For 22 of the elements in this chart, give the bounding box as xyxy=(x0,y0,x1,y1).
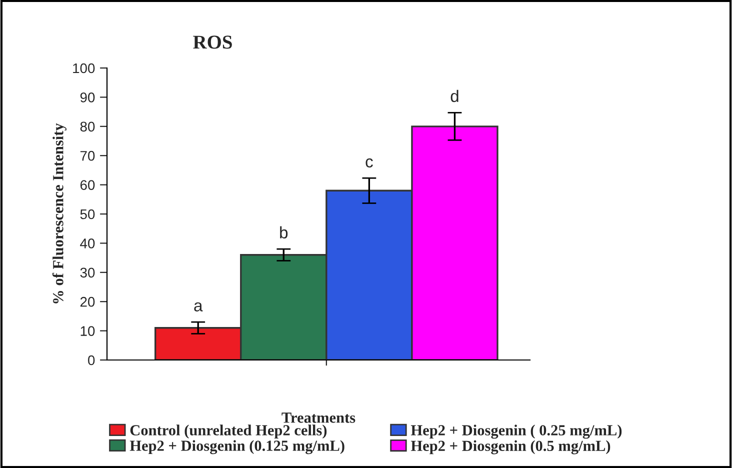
data-label: d xyxy=(450,90,458,102)
y-tick-label: 20 xyxy=(80,296,95,307)
legend-label: Hep2 + Diosgenin (0.125 mg/mL) xyxy=(130,440,344,454)
y-tick-label: 10 xyxy=(80,326,95,336)
y-axis-title: % of Fluorescence Intensity xyxy=(52,123,66,304)
legend-label: Control (unrelated Hep2 cells) xyxy=(130,424,327,439)
y-tick-label: 0 xyxy=(88,355,95,366)
y-tick-label: 70 xyxy=(80,150,95,161)
legend-label: Hep2 + Diosgenin ( 0.25 mg/mL) xyxy=(410,424,622,439)
y-tick-label: 60 xyxy=(80,180,95,190)
y-tick-label: 30 xyxy=(80,268,95,278)
y-tick-label: 100 xyxy=(73,63,95,74)
x-axis-title: Treatments xyxy=(282,412,356,423)
data-label: a xyxy=(194,302,203,312)
data-label: b xyxy=(280,226,288,238)
chart-title: ROS xyxy=(193,36,232,49)
y-tick-label: 90 xyxy=(80,92,95,102)
data-label: c xyxy=(366,158,373,168)
y-tick-label: 40 xyxy=(80,238,95,248)
y-tick-label: 80 xyxy=(80,122,95,132)
y-tick-label: 50 xyxy=(80,209,95,220)
legend-label: Hep2 + Diosgenin (0.5 mg/mL) xyxy=(410,440,610,454)
